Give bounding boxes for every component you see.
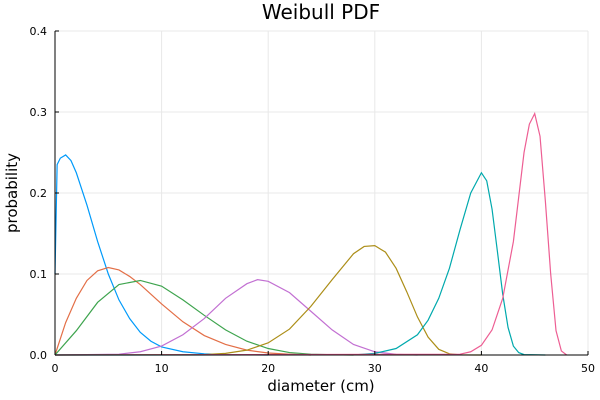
- y-tick-label: 0.2: [30, 187, 48, 200]
- chart-title: Weibull PDF: [262, 0, 380, 24]
- y-ticks: 0.0 0.1 0.2 0.3 0.4: [30, 25, 59, 362]
- y-tick-label: 0.4: [30, 25, 48, 38]
- x-axis-label: diameter (cm): [267, 377, 374, 395]
- series-line-4: [54, 279, 418, 356]
- series-line-2: [54, 266, 311, 356]
- x-tick-label: 10: [155, 362, 169, 375]
- x-ticks: 0 10 20 30 40 50: [52, 351, 595, 375]
- series-line-1: [54, 154, 269, 356]
- y-tick-label: 0.1: [30, 268, 48, 281]
- y-axis-label: probability: [3, 153, 21, 233]
- y-tick-label: 0.0: [30, 349, 48, 362]
- x-tick-label: 30: [368, 362, 382, 375]
- x-tick-label: 50: [581, 362, 595, 375]
- series-line-3: [54, 279, 354, 356]
- grid: [54, 30, 589, 356]
- x-tick-label: 0: [52, 362, 59, 375]
- series-group: [54, 111, 568, 356]
- series-line-7: [54, 111, 568, 356]
- x-tick-label: 20: [261, 362, 275, 375]
- series-line-6: [54, 171, 546, 356]
- x-tick-label: 40: [474, 362, 488, 375]
- series-line-5: [54, 245, 482, 356]
- y-tick-label: 0.3: [30, 106, 48, 119]
